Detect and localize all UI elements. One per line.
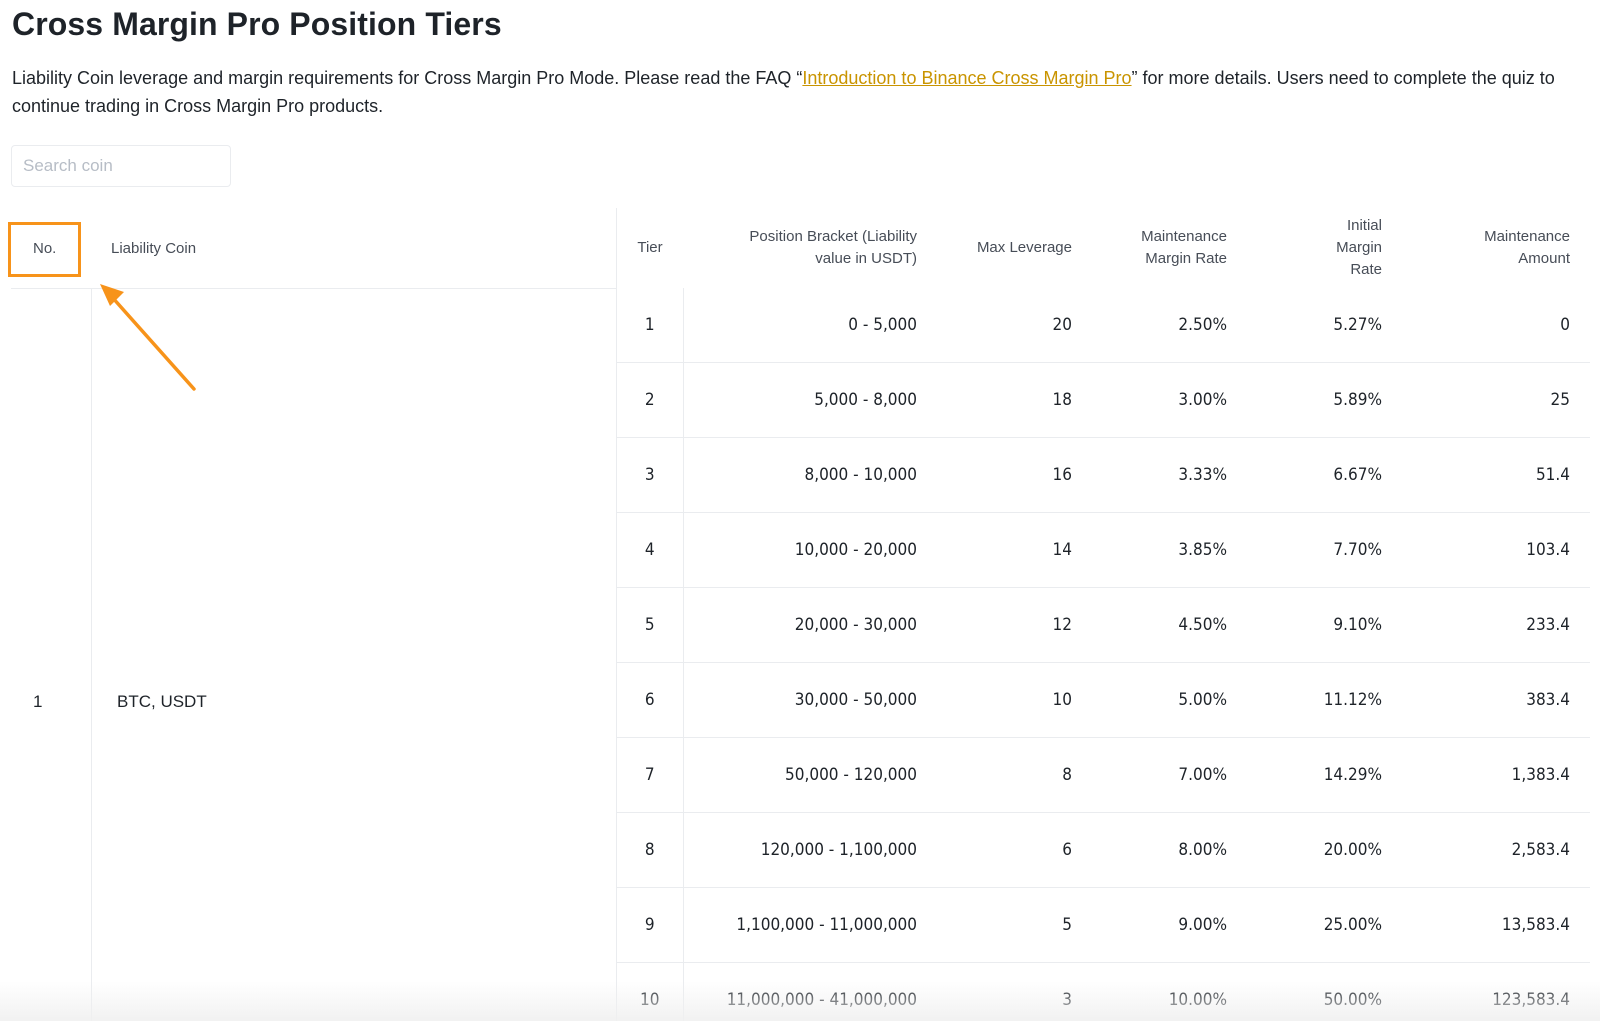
cell-tier: 4 — [617, 512, 684, 588]
table-row: 2 5,000 - 8,000 18 3.00% 5.89% 25 — [617, 362, 1590, 438]
cell-initial-margin-rate: 6.67% — [1247, 437, 1402, 513]
table-row: 10 11,000,000 - 41,000,000 3 10.00% 50.00% 12… — [617, 962, 1590, 1021]
cell-position-bracket: 11,000,000 - 41,000,000 — [683, 962, 937, 1021]
cell-tier: 7 — [617, 737, 684, 813]
cell-max-leverage: 6 — [937, 812, 1092, 888]
header-initial-margin-rate: Initial Margin Rate — [1336, 217, 1382, 278]
intro-text-start: Liability Coin leverage and margin requi… — [12, 68, 803, 88]
cell-maintenance-amount: 1,383.4 — [1402, 737, 1590, 813]
cell-maintenance-amount: 0 — [1402, 288, 1590, 363]
table-row: 7 50,000 - 120,000 8 7.00% 14.29% 1,383.4 — [617, 737, 1590, 813]
cell-max-leverage: 10 — [937, 662, 1092, 738]
cell-initial-margin-rate: 14.29% — [1247, 737, 1402, 813]
cell-tier: 8 — [617, 812, 684, 888]
cell-maintenance-amount: 2,583.4 — [1402, 812, 1590, 888]
table-row: 8 120,000 - 1,100,000 6 8.00% 20.00% 2,583.4 — [617, 812, 1590, 888]
search-box[interactable] — [11, 145, 231, 187]
table-row: 9 1,100,000 - 11,000,000 5 9.00% 25.00% 13,58… — [617, 887, 1590, 963]
cell-maintenance-margin-rate: 5.00% — [1092, 662, 1247, 738]
cell-position-bracket: 50,000 - 120,000 — [683, 737, 937, 813]
cell-max-leverage: 14 — [937, 512, 1092, 588]
cell-maintenance-amount: 383.4 — [1402, 662, 1590, 738]
cell-position-bracket: 30,000 - 50,000 — [683, 662, 937, 738]
cell-tier: 9 — [617, 887, 684, 963]
tier-table-header: Tier Position Bracket (Liability value i… — [617, 208, 1590, 288]
cell-maintenance-margin-rate: 9.00% — [1092, 887, 1247, 963]
intro-paragraph: Liability Coin leverage and margin requi… — [12, 64, 1582, 120]
cell-maintenance-margin-rate: 3.85% — [1092, 512, 1247, 588]
cell-position-bracket: 120,000 - 1,100,000 — [683, 812, 937, 888]
cell-maintenance-amount: 123,583.4 — [1402, 962, 1590, 1021]
header-maintenance-amount: Maintenance Amount — [1484, 228, 1570, 267]
table-divider — [616, 208, 617, 1021]
cell-tier: 2 — [617, 362, 684, 438]
cell-tier: 10 — [617, 962, 684, 1021]
cell-liability-coin: BTC, USDT — [117, 692, 207, 711]
cell-maintenance-margin-rate: 3.00% — [1092, 362, 1247, 438]
header-maintenance-margin-rate: Maintenance Margin Rate — [1141, 228, 1227, 267]
cell-position-bracket: 8,000 - 10,000 — [683, 437, 937, 513]
cell-maintenance-amount: 51.4 — [1402, 437, 1590, 513]
cell-initial-margin-rate: 5.89% — [1247, 362, 1402, 438]
faq-link[interactable]: Introduction to Binance Cross Margin Pro — [802, 68, 1132, 88]
table-row: 4 10,000 - 20,000 14 3.85% 7.70% 103.4 — [617, 512, 1590, 588]
cell-max-leverage: 8 — [937, 737, 1092, 813]
cell-initial-margin-rate: 50.00% — [1247, 962, 1402, 1021]
header-no: No. — [33, 240, 57, 257]
cell-initial-margin-rate: 9.10% — [1247, 587, 1402, 663]
cell-no: 1 — [33, 692, 43, 711]
header-position-bracket: Position Bracket (Liability value in USD… — [749, 228, 917, 267]
cell-maintenance-amount: 13,583.4 — [1402, 887, 1590, 963]
cell-maintenance-margin-rate: 7.00% — [1092, 737, 1247, 813]
cell-initial-margin-rate: 20.00% — [1247, 812, 1402, 888]
cell-initial-margin-rate: 5.27% — [1247, 288, 1402, 363]
cell-initial-margin-rate: 7.70% — [1247, 512, 1402, 588]
liability-coin-table-header: No. Liability Coin — [11, 210, 616, 289]
header-liability-coin: Liability Coin — [111, 240, 197, 257]
cell-maintenance-amount: 233.4 — [1402, 587, 1590, 663]
cell-max-leverage: 5 — [937, 887, 1092, 963]
header-max-leverage: Max Leverage — [976, 239, 1072, 256]
cell-position-bracket: 0 - 5,000 — [683, 288, 937, 363]
cell-tier: 5 — [617, 587, 684, 663]
cell-initial-margin-rate: 25.00% — [1247, 887, 1402, 963]
cell-max-leverage: 12 — [937, 587, 1092, 663]
cell-tier: 3 — [617, 437, 684, 513]
cell-maintenance-margin-rate: 2.50% — [1092, 288, 1247, 363]
cell-max-leverage: 3 — [937, 962, 1092, 1021]
table-row: 6 30,000 - 50,000 10 5.00% 11.12% 383.4 — [617, 662, 1590, 738]
cell-maintenance-amount: 103.4 — [1402, 512, 1590, 588]
annotation-highlight-box — [8, 222, 81, 277]
column-divider — [91, 289, 92, 1021]
cell-position-bracket: 10,000 - 20,000 — [683, 512, 937, 588]
search-coin-input[interactable] — [12, 146, 230, 186]
cell-position-bracket: 20,000 - 30,000 — [683, 587, 937, 663]
page-title: Cross Margin Pro Position Tiers — [12, 6, 502, 42]
cell-maintenance-margin-rate: 10.00% — [1092, 962, 1247, 1021]
cell-position-bracket: 1,100,000 - 11,000,000 — [683, 887, 937, 963]
cell-maintenance-amount: 25 — [1402, 362, 1590, 438]
table-row: 5 20,000 - 30,000 12 4.50% 9.10% 233.4 — [617, 587, 1590, 663]
cell-maintenance-margin-rate: 8.00% — [1092, 812, 1247, 888]
cell-maintenance-margin-rate: 3.33% — [1092, 437, 1247, 513]
liability-coin-table: No. Liability Coin 1 BTC, USDT — [11, 210, 616, 1021]
cell-tier: 6 — [617, 662, 684, 738]
position-tiers-table: Tier Position Bracket (Liability value i… — [617, 208, 1590, 1021]
cell-max-leverage: 18 — [937, 362, 1092, 438]
cell-tier: 1 — [617, 288, 684, 363]
cell-max-leverage: 20 — [937, 288, 1092, 363]
header-tier: Tier — [637, 239, 663, 256]
table-row: 3 8,000 - 10,000 16 3.33% 6.67% 51.4 — [617, 437, 1590, 513]
cell-max-leverage: 16 — [937, 437, 1092, 513]
intro-text-end: ” for more details. Users need to comple… — [12, 68, 1555, 116]
cell-maintenance-margin-rate: 4.50% — [1092, 587, 1247, 663]
cell-position-bracket: 5,000 - 8,000 — [683, 362, 937, 438]
cell-initial-margin-rate: 11.12% — [1247, 662, 1402, 738]
